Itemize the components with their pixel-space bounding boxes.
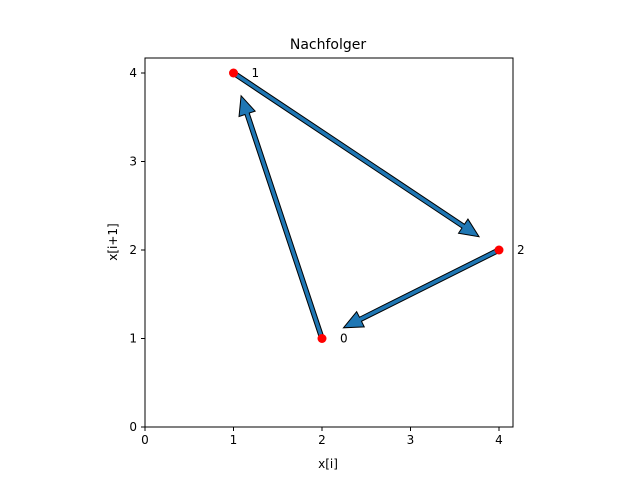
- point-label: 2: [517, 243, 525, 257]
- data-point: [317, 334, 327, 343]
- y-tick-label: 4: [129, 66, 137, 80]
- chart-title: Nachfolger: [290, 37, 367, 53]
- data-point: [229, 68, 238, 78]
- y-axis-ticks: 0 1 2 3 4: [129, 66, 145, 434]
- y-tick-label: 3: [129, 155, 137, 169]
- axes-frame: [144, 57, 514, 428]
- y-axis-label: x[i+1]: [106, 223, 120, 261]
- y-tick-label: 0: [129, 420, 137, 434]
- x-tick-label: 0: [141, 433, 149, 447]
- y-tick-label: 1: [129, 332, 137, 346]
- x-tick-label: 1: [230, 433, 238, 447]
- point-label: 0: [340, 332, 348, 346]
- point-label: 1: [252, 66, 260, 80]
- x-tick-label: 4: [495, 433, 503, 447]
- successor-arrow: [342, 247, 501, 329]
- x-tick-label: 3: [407, 433, 415, 447]
- x-axis-label: x[i]: [318, 457, 338, 471]
- x-axis-ticks: 0 1 2 3 4: [141, 427, 503, 447]
- y-tick-label: 2: [129, 243, 137, 257]
- x-tick-label: 2: [318, 433, 326, 447]
- plot-area: 0 1 2: [229, 66, 525, 346]
- successor-arrow: [231, 70, 481, 238]
- successor-arrow: [238, 94, 325, 340]
- data-point: [494, 245, 504, 255]
